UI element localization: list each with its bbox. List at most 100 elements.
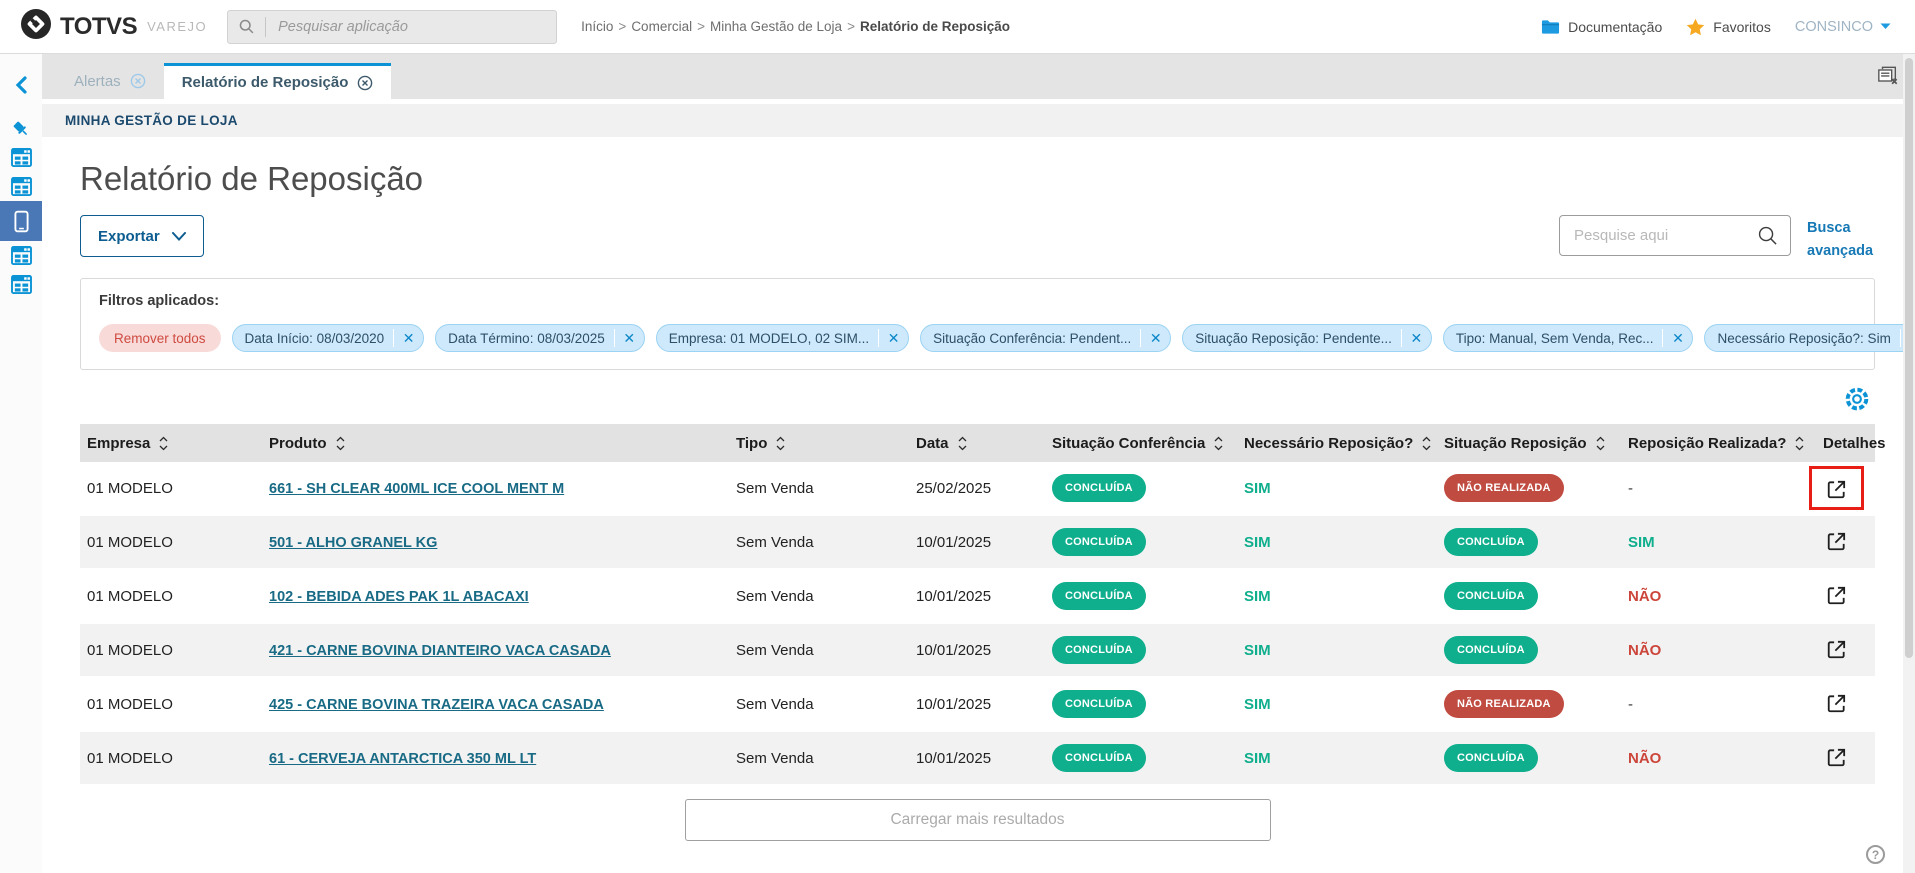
- export-button-label: Exportar: [98, 227, 160, 245]
- user-menu[interactable]: CONSINCO: [1795, 19, 1891, 35]
- breadcrumb-item[interactable]: Início: [581, 19, 614, 34]
- details-button[interactable]: [1823, 582, 1850, 609]
- column-header-5[interactable]: Situação Conferência: [1052, 435, 1244, 452]
- column-header-7[interactable]: Situação Reposição: [1444, 435, 1628, 452]
- cell-situacao-reposicao: NÃO REALIZADA: [1444, 690, 1628, 719]
- sort-icon[interactable]: [1422, 436, 1431, 451]
- tab-alertas[interactable]: Alertas: [56, 63, 164, 99]
- chip-close-icon[interactable]: ✕: [393, 329, 423, 348]
- filter-chip-label: Necessário Reposição?: Sim: [1717, 330, 1891, 346]
- cell-detalhes: [1823, 636, 1875, 665]
- filter-chip: Data Início: 08/03/2020 ✕: [231, 324, 425, 353]
- cell-data: 10/01/2025: [916, 533, 992, 551]
- details-button[interactable]: [1823, 690, 1850, 717]
- table-settings-button[interactable]: [1843, 385, 1871, 413]
- sidebar-item-pin[interactable]: [0, 114, 42, 143]
- product-link[interactable]: 661 - SH CLEAR 400ML ICE COOL MENT M: [269, 480, 565, 497]
- tab-relatorio-de-reposicao[interactable]: Relatório de Reposição: [163, 63, 392, 99]
- filter-chips: Remover todos Data Início: 08/03/2020 ✕ Dat…: [99, 324, 1915, 353]
- totvs-logo[interactable]: TOTVS VAREJO: [20, 8, 207, 45]
- table-row: 01 MODELO 425 - CARNE BOVINA TRAZEIRA VAC…: [80, 678, 1875, 733]
- close-all-tabs-button[interactable]: [1877, 65, 1899, 86]
- sort-icon[interactable]: [159, 436, 168, 451]
- sidebar-item-app-1[interactable]: [0, 143, 42, 172]
- column-header-8[interactable]: Reposição Realizada?: [1628, 435, 1823, 452]
- filter-chip: Necessário Reposição?: Sim✕: [1704, 324, 1915, 353]
- cell-situacao-conferencia: CONCLUÍDA: [1052, 474, 1244, 503]
- product-link[interactable]: 102 - BEBIDA ADES PAK 1L ABACAXI: [269, 588, 529, 605]
- cell-detalhes: [1823, 690, 1875, 719]
- close-tab-icon[interactable]: [357, 75, 373, 91]
- cell-situacao-reposicao: CONCLUÍDA: [1444, 636, 1628, 665]
- scrollbar-thumb[interactable]: [1905, 58, 1913, 658]
- export-button[interactable]: Exportar: [80, 215, 204, 257]
- chip-close-icon[interactable]: ✕: [1662, 329, 1692, 348]
- product-link[interactable]: 425 - CARNE BOVINA TRAZEIRA VACA CASADA: [269, 696, 604, 713]
- sidebar-item-mobile-selected[interactable]: [0, 201, 42, 241]
- details-button[interactable]: [1823, 476, 1850, 503]
- close-all-tabs-icon: [1877, 65, 1899, 86]
- cell-data: 10/01/2025: [916, 749, 992, 767]
- filter-chip-label: Tipo: Manual, Sem Venda, Rec...: [1455, 330, 1654, 346]
- chip-close-icon[interactable]: ✕: [1140, 329, 1170, 348]
- details-button[interactable]: [1823, 528, 1850, 555]
- table-search[interactable]: [1559, 215, 1791, 256]
- breadcrumb-separator: >: [847, 19, 855, 34]
- app-search-input[interactable]: [276, 17, 547, 36]
- sidebar-collapse-button[interactable]: [0, 70, 42, 100]
- favorites-link[interactable]: Favoritos: [1686, 18, 1771, 36]
- sidebar-item-app-3[interactable]: [0, 241, 42, 270]
- remove-all-filters-button[interactable]: Remover todos: [99, 324, 221, 353]
- help-icon[interactable]: ?: [1866, 845, 1885, 864]
- grid-window-icon: [10, 246, 32, 265]
- chip-close-icon[interactable]: ✕: [1400, 329, 1431, 348]
- cell-reposicao-realizada: SIM: [1628, 534, 1823, 551]
- column-header-label: Reposição Realizada?: [1628, 434, 1787, 452]
- pin-icon: [11, 119, 31, 139]
- product-link[interactable]: 61 - CERVEJA ANTARCTICA 350 ML LT: [269, 750, 537, 767]
- sort-icon[interactable]: [336, 436, 345, 451]
- tab-label: Relatório de Reposição: [181, 74, 349, 91]
- sidebar-item-app-2[interactable]: [0, 172, 42, 201]
- sort-icon[interactable]: [1214, 436, 1223, 451]
- load-more-button[interactable]: Carregar mais resultados: [684, 799, 1271, 842]
- breadcrumb-item[interactable]: Comercial: [631, 19, 693, 34]
- chip-close-icon[interactable]: ✕: [613, 329, 644, 348]
- sort-icon[interactable]: [1596, 436, 1605, 451]
- replenishment-needed-value: SIM: [1244, 587, 1271, 605]
- cell-detalhes: [1809, 466, 1875, 511]
- app-search[interactable]: [227, 9, 558, 44]
- conference-status-badge: CONCLUÍDA: [1052, 582, 1146, 611]
- topbar: TOTVS VAREJO Início > Comercial > Minha Gest…: [0, 0, 1915, 54]
- favorites-label: Favoritos: [1713, 18, 1771, 35]
- breadcrumb[interactable]: Início > Comercial > Minha Gestão de Loja > Re…: [581, 19, 1010, 34]
- red-highlight-box: [1809, 466, 1864, 511]
- cell-data: 10/01/2025: [916, 587, 992, 605]
- product-link[interactable]: 501 - ALHO GRANEL KG: [269, 534, 438, 551]
- documentation-label: Documentação: [1568, 18, 1663, 35]
- product-link[interactable]: 421 - CARNE BOVINA DIANTEIRO VACA CASADA: [269, 642, 611, 659]
- chip-close-icon[interactable]: ✕: [878, 329, 908, 348]
- replenishment-done-value: NÃO: [1628, 641, 1662, 659]
- search-icon[interactable]: [1757, 225, 1778, 246]
- cell-detalhes: [1823, 528, 1875, 557]
- replenishment-needed-value: SIM: [1244, 695, 1271, 713]
- replenishment-status-badge: NÃO REALIZADA: [1444, 474, 1564, 503]
- documentation-link[interactable]: Documentação: [1541, 19, 1662, 35]
- sort-icon[interactable]: [776, 436, 785, 451]
- table-search-input[interactable]: [1572, 226, 1757, 245]
- details-button[interactable]: [1823, 636, 1850, 663]
- replenishment-table: Empresa Produto Tipo Data Situação Conferênc…: [80, 424, 1886, 787]
- column-header-2[interactable]: Produto: [269, 435, 736, 452]
- sort-icon[interactable]: [1795, 436, 1804, 451]
- sidebar-item-app-4[interactable]: [0, 270, 42, 299]
- close-tab-icon[interactable]: [130, 73, 146, 89]
- column-header-3[interactable]: Tipo: [736, 435, 916, 452]
- column-header-6[interactable]: Necessário Reposição?: [1244, 435, 1444, 452]
- column-header-4[interactable]: Data: [916, 435, 1052, 452]
- sort-icon[interactable]: [958, 436, 967, 451]
- advanced-search-link[interactable]: Busca avançada: [1807, 220, 1874, 260]
- breadcrumb-item[interactable]: Minha Gestão de Loja: [709, 19, 843, 34]
- details-button[interactable]: [1823, 744, 1850, 771]
- column-header-1[interactable]: Empresa: [87, 435, 269, 452]
